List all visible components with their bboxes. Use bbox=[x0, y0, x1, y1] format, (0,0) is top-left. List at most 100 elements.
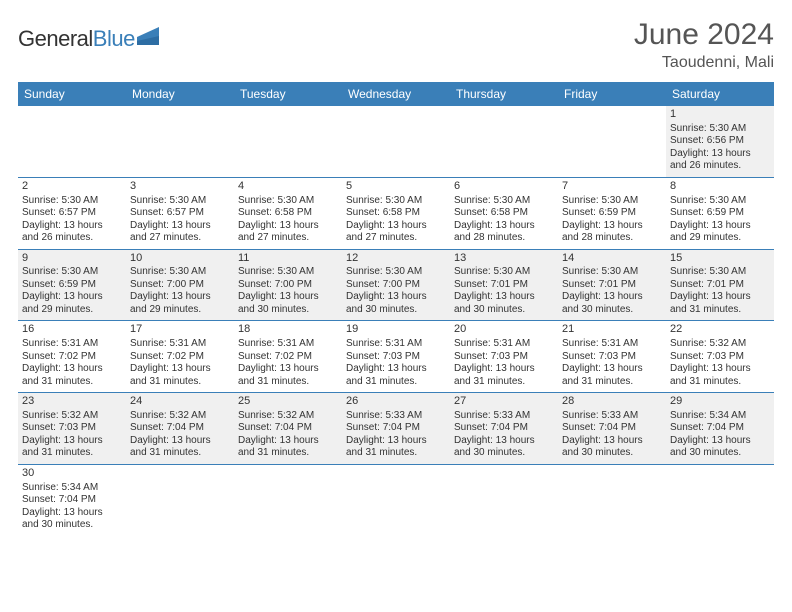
sunrise-text: Sunrise: 5:30 AM bbox=[454, 266, 554, 279]
day-number: 24 bbox=[130, 395, 230, 409]
day-number: 3 bbox=[130, 180, 230, 194]
sunrise-text: Sunrise: 5:30 AM bbox=[346, 195, 446, 208]
day-number: 30 bbox=[22, 467, 122, 481]
daylight-text-line2: and 27 minutes. bbox=[238, 232, 338, 245]
daylight-text-line1: Daylight: 13 hours bbox=[346, 220, 446, 233]
sunset-text: Sunset: 7:03 PM bbox=[22, 422, 122, 435]
daylight-text-line1: Daylight: 13 hours bbox=[238, 291, 338, 304]
sunset-text: Sunset: 7:03 PM bbox=[670, 351, 770, 364]
sunset-text: Sunset: 7:04 PM bbox=[130, 422, 230, 435]
sunset-text: Sunset: 7:01 PM bbox=[670, 279, 770, 292]
day-number: 15 bbox=[670, 252, 770, 266]
daylight-text-line2: and 29 minutes. bbox=[670, 232, 770, 245]
sunrise-text: Sunrise: 5:31 AM bbox=[22, 338, 122, 351]
calendar-day-cell: 29Sunrise: 5:34 AMSunset: 7:04 PMDayligh… bbox=[666, 393, 774, 464]
day-number: 16 bbox=[22, 323, 122, 337]
daylight-text-line2: and 27 minutes. bbox=[130, 232, 230, 245]
month-title: June 2024 bbox=[634, 18, 774, 52]
day-number: 17 bbox=[130, 323, 230, 337]
daylight-text-line2: and 31 minutes. bbox=[22, 376, 122, 389]
weekday-header: Sunday bbox=[18, 82, 126, 106]
calendar-row: 23Sunrise: 5:32 AMSunset: 7:03 PMDayligh… bbox=[18, 393, 774, 465]
sunrise-text: Sunrise: 5:30 AM bbox=[670, 195, 770, 208]
calendar-day-cell: 5Sunrise: 5:30 AMSunset: 6:58 PMDaylight… bbox=[342, 178, 450, 249]
sunrise-text: Sunrise: 5:30 AM bbox=[454, 195, 554, 208]
daylight-text-line1: Daylight: 13 hours bbox=[22, 435, 122, 448]
daylight-text-line2: and 30 minutes. bbox=[454, 447, 554, 460]
calendar-body: 1Sunrise: 5:30 AMSunset: 6:56 PMDaylight… bbox=[18, 106, 774, 536]
daylight-text-line2: and 31 minutes. bbox=[454, 376, 554, 389]
calendar-day-cell: 2Sunrise: 5:30 AMSunset: 6:57 PMDaylight… bbox=[18, 178, 126, 249]
daylight-text-line1: Daylight: 13 hours bbox=[238, 435, 338, 448]
logo-text-blue: Blue bbox=[93, 26, 135, 52]
sunset-text: Sunset: 6:57 PM bbox=[130, 207, 230, 220]
daylight-text-line1: Daylight: 13 hours bbox=[670, 220, 770, 233]
location-label: Taoudenni, Mali bbox=[634, 54, 774, 72]
sunrise-text: Sunrise: 5:30 AM bbox=[346, 266, 446, 279]
sunrise-text: Sunrise: 5:30 AM bbox=[130, 195, 230, 208]
day-number: 9 bbox=[22, 252, 122, 266]
daylight-text-line1: Daylight: 13 hours bbox=[22, 363, 122, 376]
sunset-text: Sunset: 7:02 PM bbox=[238, 351, 338, 364]
daylight-text-line2: and 30 minutes. bbox=[22, 519, 122, 532]
calendar-day-cell: 30Sunrise: 5:34 AMSunset: 7:04 PMDayligh… bbox=[18, 465, 126, 536]
weekday-header: Monday bbox=[126, 82, 234, 106]
sunset-text: Sunset: 7:01 PM bbox=[562, 279, 662, 292]
calendar-day-cell: 7Sunrise: 5:30 AMSunset: 6:59 PMDaylight… bbox=[558, 178, 666, 249]
weekday-header: Tuesday bbox=[234, 82, 342, 106]
calendar-row: 16Sunrise: 5:31 AMSunset: 7:02 PMDayligh… bbox=[18, 321, 774, 393]
sunrise-text: Sunrise: 5:31 AM bbox=[562, 338, 662, 351]
day-number: 21 bbox=[562, 323, 662, 337]
calendar-day-cell: 6Sunrise: 5:30 AMSunset: 6:58 PMDaylight… bbox=[450, 178, 558, 249]
daylight-text-line2: and 26 minutes. bbox=[22, 232, 122, 245]
daylight-text-line2: and 31 minutes. bbox=[238, 376, 338, 389]
day-number: 29 bbox=[670, 395, 770, 409]
daylight-text-line1: Daylight: 13 hours bbox=[454, 220, 554, 233]
daylight-text-line2: and 31 minutes. bbox=[130, 376, 230, 389]
day-number: 5 bbox=[346, 180, 446, 194]
daylight-text-line1: Daylight: 13 hours bbox=[670, 363, 770, 376]
sunrise-text: Sunrise: 5:30 AM bbox=[670, 266, 770, 279]
calendar-day-cell: 25Sunrise: 5:32 AMSunset: 7:04 PMDayligh… bbox=[234, 393, 342, 464]
daylight-text-line2: and 31 minutes. bbox=[22, 447, 122, 460]
calendar-day-cell: 21Sunrise: 5:31 AMSunset: 7:03 PMDayligh… bbox=[558, 321, 666, 392]
daylight-text-line2: and 30 minutes. bbox=[562, 304, 662, 317]
sunrise-text: Sunrise: 5:31 AM bbox=[130, 338, 230, 351]
sunset-text: Sunset: 7:04 PM bbox=[346, 422, 446, 435]
daylight-text-line1: Daylight: 13 hours bbox=[22, 507, 122, 520]
daylight-text-line2: and 30 minutes. bbox=[562, 447, 662, 460]
sunset-text: Sunset: 7:01 PM bbox=[454, 279, 554, 292]
sunset-text: Sunset: 6:58 PM bbox=[454, 207, 554, 220]
daylight-text-line2: and 31 minutes. bbox=[670, 376, 770, 389]
sunrise-text: Sunrise: 5:30 AM bbox=[22, 195, 122, 208]
day-number: 28 bbox=[562, 395, 662, 409]
day-number: 11 bbox=[238, 252, 338, 266]
daylight-text-line1: Daylight: 13 hours bbox=[454, 435, 554, 448]
calendar-row: 2Sunrise: 5:30 AMSunset: 6:57 PMDaylight… bbox=[18, 178, 774, 250]
calendar-day-cell: 10Sunrise: 5:30 AMSunset: 7:00 PMDayligh… bbox=[126, 250, 234, 321]
sunset-text: Sunset: 7:00 PM bbox=[346, 279, 446, 292]
sunrise-text: Sunrise: 5:31 AM bbox=[238, 338, 338, 351]
sunset-text: Sunset: 6:58 PM bbox=[238, 207, 338, 220]
calendar-day-cell: 16Sunrise: 5:31 AMSunset: 7:02 PMDayligh… bbox=[18, 321, 126, 392]
daylight-text-line1: Daylight: 13 hours bbox=[346, 291, 446, 304]
calendar-day-cell: 11Sunrise: 5:30 AMSunset: 7:00 PMDayligh… bbox=[234, 250, 342, 321]
daylight-text-line2: and 30 minutes. bbox=[238, 304, 338, 317]
daylight-text-line1: Daylight: 13 hours bbox=[562, 220, 662, 233]
sunrise-text: Sunrise: 5:31 AM bbox=[454, 338, 554, 351]
day-number: 18 bbox=[238, 323, 338, 337]
calendar-day-cell: 23Sunrise: 5:32 AMSunset: 7:03 PMDayligh… bbox=[18, 393, 126, 464]
calendar-day-cell: 28Sunrise: 5:33 AMSunset: 7:04 PMDayligh… bbox=[558, 393, 666, 464]
sunrise-text: Sunrise: 5:32 AM bbox=[670, 338, 770, 351]
calendar-day-cell: 15Sunrise: 5:30 AMSunset: 7:01 PMDayligh… bbox=[666, 250, 774, 321]
day-number: 25 bbox=[238, 395, 338, 409]
calendar-empty-cell bbox=[126, 465, 234, 536]
sunset-text: Sunset: 6:57 PM bbox=[22, 207, 122, 220]
day-number: 4 bbox=[238, 180, 338, 194]
sunrise-text: Sunrise: 5:30 AM bbox=[670, 123, 770, 136]
day-number: 14 bbox=[562, 252, 662, 266]
daylight-text-line2: and 31 minutes. bbox=[346, 376, 446, 389]
sunrise-text: Sunrise: 5:33 AM bbox=[454, 410, 554, 423]
calendar-row: 30Sunrise: 5:34 AMSunset: 7:04 PMDayligh… bbox=[18, 465, 774, 536]
daylight-text-line2: and 30 minutes. bbox=[346, 304, 446, 317]
